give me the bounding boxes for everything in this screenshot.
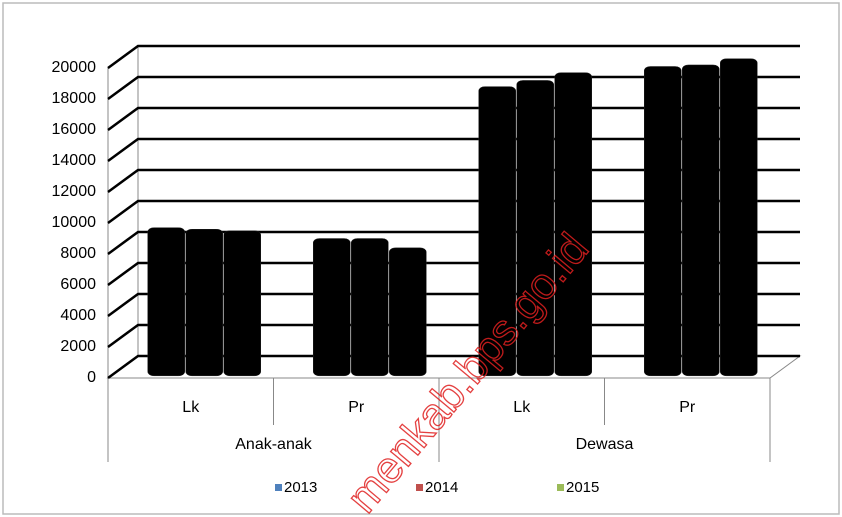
y-tick-label: 16000 (52, 121, 97, 138)
y-tick-label: 10000 (52, 214, 97, 231)
y-tick-label: 4000 (60, 307, 96, 324)
group-label: Dewasa (576, 436, 634, 453)
legend-label: 2013 (284, 479, 317, 496)
bar (351, 238, 389, 377)
bar (682, 64, 720, 377)
bar (478, 86, 516, 377)
y-tick-label: 6000 (60, 276, 96, 293)
legend-label: 2015 (566, 479, 599, 496)
bar (554, 72, 592, 377)
y-tick-label: 2000 (60, 338, 96, 355)
legend-swatch (275, 484, 282, 491)
bar (223, 230, 261, 377)
y-tick-label: 8000 (60, 245, 96, 262)
legend: 2013 2014 2015 (275, 479, 599, 496)
x-tick-label: Lk (513, 399, 531, 416)
y-tick-label: 12000 (52, 183, 97, 200)
legend-swatch (557, 484, 564, 491)
y-tick-label: 20000 (52, 59, 97, 76)
legend-swatch (416, 484, 423, 491)
x-tick-label: Pr (348, 399, 365, 416)
bar (185, 229, 223, 377)
x-tick-label: Pr (679, 399, 696, 416)
group-label: Anak-anak (235, 436, 312, 453)
bar (147, 227, 185, 377)
y-tick-label: 14000 (52, 152, 97, 169)
y-tick-label: 18000 (52, 90, 97, 107)
y-tick-label: 0 (87, 369, 96, 386)
x-tick-label: Lk (182, 399, 200, 416)
legend-label: 2014 (425, 479, 458, 496)
bar (313, 238, 351, 377)
bar (720, 58, 758, 377)
bar (516, 80, 554, 377)
bar (389, 247, 427, 377)
bar (644, 66, 682, 377)
grid-line (107, 44, 800, 70)
